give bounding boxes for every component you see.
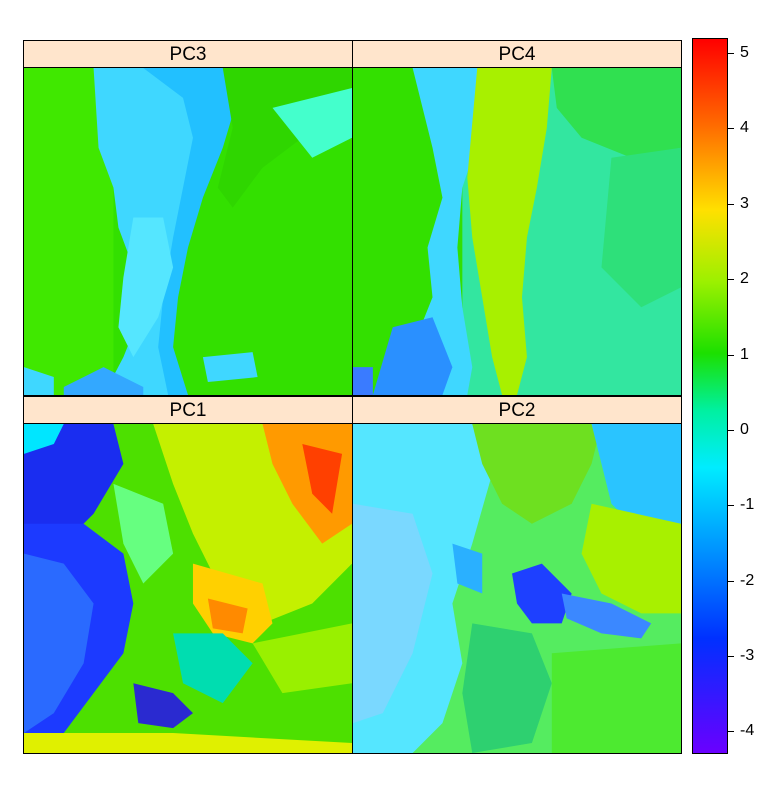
colorkey-tick-label: 5 [740,44,749,61]
panel-label-pc3: PC3 [24,41,352,68]
panel-pc4: PC4 [352,40,682,396]
panel-label-pc4: PC4 [353,41,681,68]
colorkey-tick-label: 2 [740,270,749,287]
colorkey-tick-label: 4 [740,119,749,136]
raster-map-pc1 [24,424,352,753]
colorkey-tick [728,355,734,356]
colorkey-tick [728,53,734,54]
panel-pc1: PC1 [23,396,353,754]
panel-label-pc2: PC2 [353,397,681,424]
colorkey-tick [728,279,734,280]
colorkey-tick [728,505,734,506]
colorkey-tick [728,581,734,582]
raster-map-pc2 [353,424,681,753]
colorkey-tick-label: 0 [740,421,749,438]
raster-map-pc4 [353,68,681,395]
colorkey-tick-label: 3 [740,195,749,212]
colorkey-bar [692,38,728,754]
colorkey-tick [728,656,734,657]
colorkey-tick [728,430,734,431]
colorkey-tick-label: -2 [740,572,755,589]
panel-pc3: PC3 [23,40,353,396]
raster-map-pc3 [24,68,352,395]
colorkey-tick [728,204,734,205]
colorkey-tick [728,128,734,129]
colorkey-tick-label: -4 [740,722,755,739]
panel-pc2: PC2 [352,396,682,754]
colorkey-tick-label: -3 [740,647,755,664]
colorkey-tick-label: -1 [740,496,755,513]
colorkey-tick-label: 1 [740,346,749,363]
panel-label-pc1: PC1 [24,397,352,424]
colorkey-tick [728,731,734,732]
